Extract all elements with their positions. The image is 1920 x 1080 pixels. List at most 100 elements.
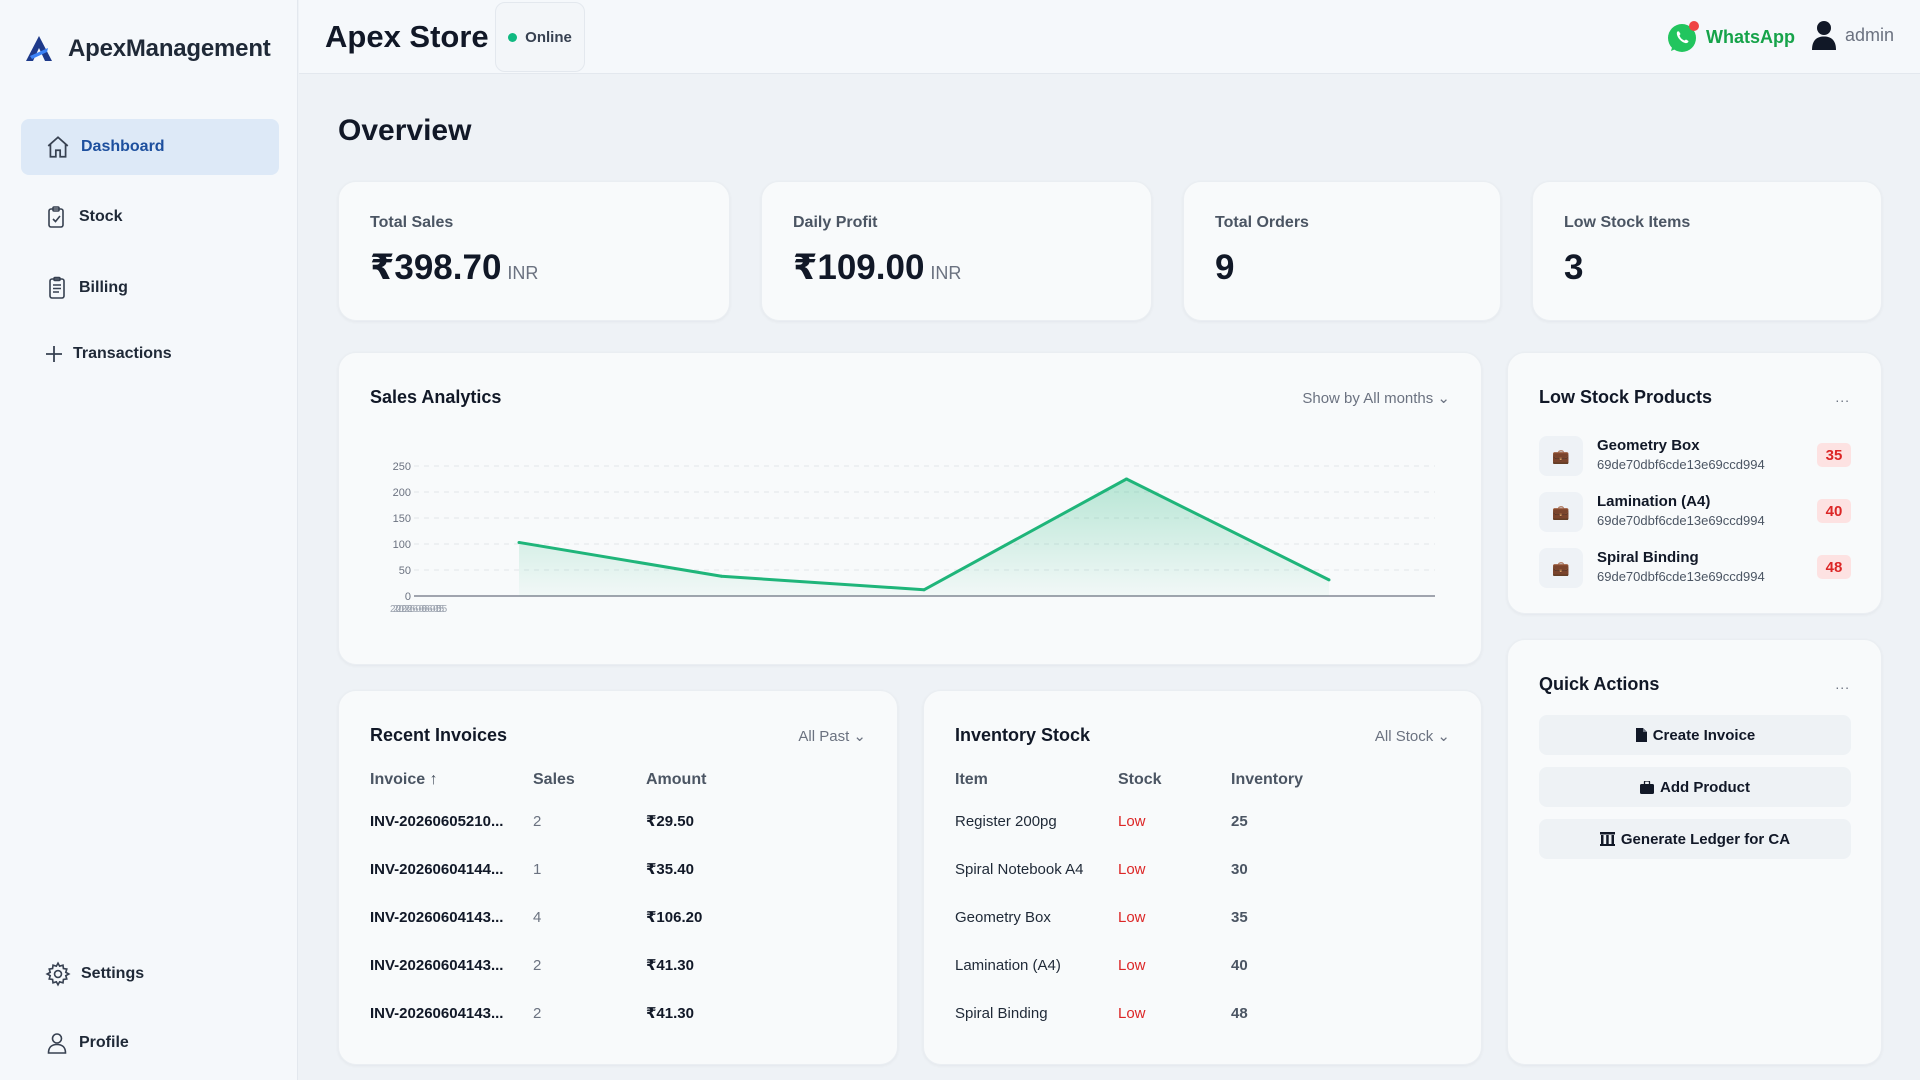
invoice-id: INV-20260604143... — [370, 909, 504, 926]
status-badge: Online — [495, 2, 585, 72]
whatsapp-label: WhatsApp — [1706, 26, 1795, 47]
column-header-sales[interactable]: Sales — [533, 771, 575, 788]
user-name: admin — [1845, 24, 1895, 45]
sidebar-item-dashboard[interactable]: Dashboard — [21, 119, 279, 175]
data-point — [720, 574, 723, 578]
sidebar-item-profile[interactable]: Profile — [21, 1015, 279, 1071]
stat-value: ₹109.00 INR — [793, 248, 961, 288]
invoice-id: INV-20260605210... — [370, 813, 504, 830]
box-icon: 💼 — [1539, 436, 1583, 476]
plus-icon — [46, 346, 62, 362]
sales-chart: 0501001502002502026-06-052026-06-052026-… — [390, 461, 1435, 615]
low-stock-item[interactable]: 💼 Spiral Binding 69de70dbf6cde13e69ccd99… — [1539, 545, 1851, 589]
invoice-sales: 2 — [533, 957, 542, 974]
y-tick-label: 200 — [393, 487, 411, 499]
sidebar-item-settings[interactable]: Settings — [21, 946, 279, 1002]
series-area — [519, 479, 1329, 596]
low-stock-item[interactable]: 💼 Geometry Box 69de70dbf6cde13e69ccd994 … — [1539, 433, 1851, 477]
generate-ledger-button[interactable]: Generate Ledger for CA — [1539, 819, 1851, 859]
more-menu-button[interactable]: ... — [1835, 676, 1850, 692]
more-menu-button[interactable]: ... — [1835, 389, 1850, 405]
quick-actions-card: Quick Actions ... Create Invoice Add Pro… — [1507, 639, 1882, 1065]
item-name: Register 200pg — [955, 813, 1057, 830]
item-name: Geometry Box — [955, 909, 1051, 926]
user-avatar-icon — [1812, 21, 1836, 50]
user-menu[interactable]: admin — [1811, 20, 1894, 50]
stock-filter-dropdown[interactable]: All Stock ⌄ — [1374, 728, 1450, 745]
inventory-stock-card: Inventory Stock All Stock ⌄ Item Stock I… — [923, 690, 1482, 1065]
stat-amount: 9 — [1215, 248, 1235, 287]
column-header-inventory[interactable]: Inventory — [1231, 771, 1304, 788]
stock-count-badge: 35 — [1817, 443, 1851, 467]
stat-card-low-stock-items: Low Stock Items 3 — [1532, 181, 1882, 321]
status-label: Online — [525, 28, 572, 46]
stat-amount: 3 — [1564, 248, 1584, 287]
product-name: Spiral Binding — [1597, 549, 1699, 566]
sidebar-item-label: Settings — [81, 965, 145, 982]
column-header-item[interactable]: Item — [955, 771, 988, 788]
invoice-sales: 2 — [533, 813, 542, 830]
y-tick-label: 150 — [393, 513, 411, 525]
card-title: Recent Invoices — [370, 725, 508, 745]
invoice-filter-dropdown[interactable]: All Past ⌄ — [798, 728, 866, 745]
stat-unit: INR — [930, 263, 962, 283]
product-name: Lamination (A4) — [1597, 493, 1711, 510]
apex-logo-icon — [26, 36, 52, 61]
whatsapp-button[interactable]: WhatsApp — [1666, 20, 1795, 54]
inventory-count: 25 — [1231, 813, 1248, 830]
stock-status: Low — [1118, 957, 1146, 974]
invoice-sales: 2 — [533, 1005, 542, 1022]
home-icon — [47, 136, 69, 158]
brand[interactable]: ApexManagement — [24, 34, 271, 64]
x-tick-label: 2026-06-05 — [396, 604, 448, 615]
y-tick-label: 100 — [393, 539, 411, 551]
sidebar-item-stock[interactable]: Stock — [21, 189, 279, 245]
x-tick-label: 2026-06-05 — [393, 604, 445, 615]
receipt-icon — [49, 276, 65, 299]
inventory-count: 30 — [1231, 861, 1248, 878]
sidebar-item-label: Dashboard — [81, 138, 165, 155]
clipboard-check-icon — [48, 206, 64, 228]
y-tick-label: 50 — [399, 565, 411, 577]
sales-period-dropdown[interactable]: Show by All months ⌄ — [1302, 390, 1450, 407]
box-icon: 💼 — [1539, 492, 1583, 532]
column-header-stock[interactable]: Stock — [1118, 771, 1162, 788]
y-tick-label: 0 — [405, 591, 411, 603]
stat-label: Total Orders — [1215, 214, 1309, 231]
data-point — [1327, 578, 1331, 582]
column-header-amount[interactable]: Amount — [646, 771, 707, 788]
sidebar-item-transactions[interactable]: Transactions — [21, 326, 279, 382]
ledger-icon — [1599, 832, 1615, 846]
product-name: Geometry Box — [1597, 437, 1700, 454]
sidebar-item-billing[interactable]: Billing — [21, 260, 279, 316]
inventory-count: 40 — [1231, 957, 1248, 974]
stat-value: 3 — [1564, 248, 1583, 288]
sales-analytics-card: Sales Analytics Show by All months ⌄ 0 50… — [338, 352, 1482, 665]
column-header-invoice[interactable]: Invoice ↑ — [370, 771, 438, 788]
top-header: Apex Store Online WhatsApp admin — [299, 0, 1920, 74]
stat-unit: INR — [507, 263, 539, 283]
item-name: Spiral Notebook A4 — [955, 861, 1084, 878]
page-title: Overview — [338, 114, 472, 147]
stock-status: Low — [1118, 1005, 1146, 1022]
card-title: Inventory Stock — [955, 725, 1091, 745]
stat-value: 9 — [1215, 248, 1234, 288]
sidebar-item-label: Billing — [79, 279, 128, 296]
button-label: Add Product — [1660, 778, 1750, 796]
sidebar-item-label: Transactions — [73, 345, 172, 362]
gear-icon — [45, 961, 71, 987]
stat-value: ₹398.70 INR — [370, 248, 538, 288]
create-invoice-button[interactable]: Create Invoice — [1539, 715, 1851, 755]
invoice-amount: ₹35.40 — [646, 861, 694, 878]
card-title: Low Stock Products — [1539, 387, 1713, 407]
add-product-button[interactable]: Add Product — [1539, 767, 1851, 807]
stat-label: Total Sales — [370, 214, 454, 231]
low-stock-item[interactable]: 💼 Lamination (A4) 69de70dbf6cde13e69ccd9… — [1539, 489, 1851, 533]
stock-count-badge: 40 — [1817, 499, 1851, 523]
stock-status: Low — [1118, 813, 1146, 830]
recent-invoices-card: Recent Invoices All Past ⌄ Invoice ↑ Sal… — [338, 690, 898, 1065]
button-label: Generate Ledger for CA — [1620, 830, 1791, 848]
button-label: Create Invoice — [1652, 726, 1756, 744]
invoice-amount: ₹41.30 — [646, 1005, 694, 1022]
brand-name: ApexManagement — [68, 35, 271, 62]
